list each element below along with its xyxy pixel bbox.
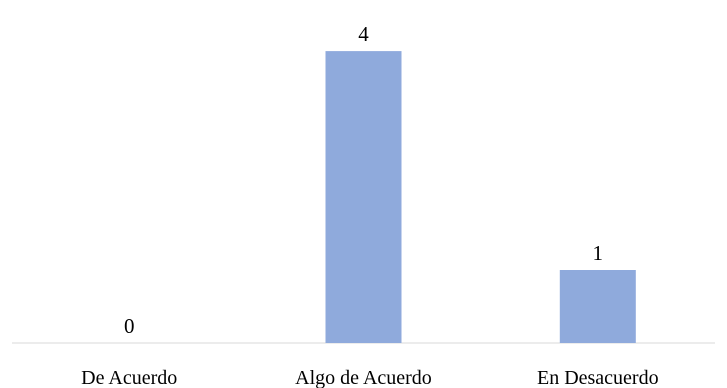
x-tick-label: Algo de Acuerdo xyxy=(295,367,432,388)
data-label: 1 xyxy=(593,241,604,265)
data-label: 4 xyxy=(358,22,369,46)
data-label: 0 xyxy=(124,314,135,338)
bar xyxy=(559,270,636,343)
data-labels-group: 0 4 1 xyxy=(124,22,603,338)
bar xyxy=(325,51,402,343)
x-tick-label: De Acuerdo xyxy=(81,367,177,388)
bars-group xyxy=(325,51,636,343)
x-tick-label: En Desacuerdo xyxy=(537,367,659,388)
x-tick-labels-group: De Acuerdo Algo de Acuerdo En Desacuerdo xyxy=(81,367,658,388)
